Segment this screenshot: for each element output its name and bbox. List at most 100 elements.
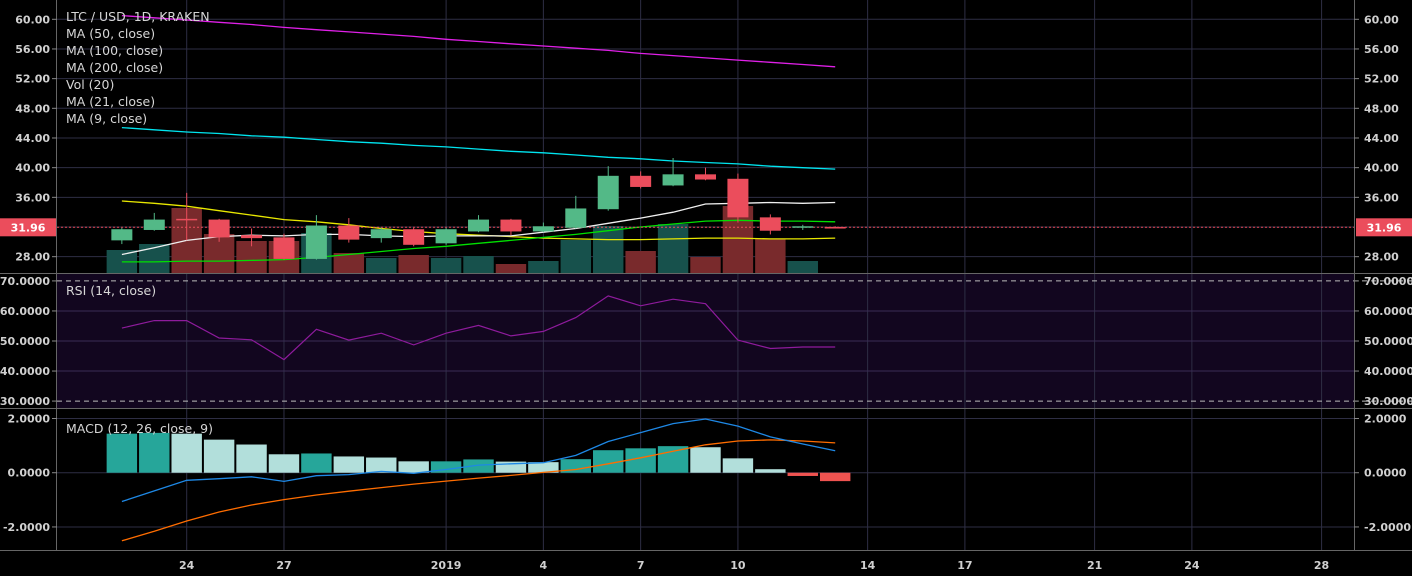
x-tick-label: 7: [637, 559, 645, 572]
macd-histogram-bar: [495, 461, 527, 473]
left-y-tick-label: 40.0000: [0, 365, 50, 378]
indicator-ma21[interactable]: MA (21, close): [66, 94, 156, 109]
candle-body[interactable]: [241, 235, 263, 239]
indicator-ma200[interactable]: MA (200, close): [66, 60, 164, 75]
macd-histogram-bar: [819, 472, 851, 482]
moving-average-line: [121, 200, 836, 241]
x-tick-label: 27: [276, 559, 291, 572]
candle-body[interactable]: [338, 225, 360, 240]
volume-bar: [139, 244, 170, 273]
x-tick-label: 2019: [431, 559, 462, 572]
indicator-ma100[interactable]: MA (100, close): [66, 43, 164, 58]
right-y-tick-label: 56.00: [1364, 43, 1399, 56]
candle-body[interactable]: [111, 229, 133, 241]
macd-histogram-bar: [301, 453, 332, 473]
right-y-tick-label: 40.0000: [1364, 365, 1412, 378]
left-y-tick-label: 36.00: [15, 191, 50, 204]
volume-bar: [430, 258, 462, 273]
candle-body[interactable]: [630, 175, 652, 187]
indicator-volume[interactable]: Vol (20): [66, 77, 115, 92]
right-y-tick-label: 28.00: [1364, 251, 1399, 264]
left-y-tick-label: 50.0000: [0, 335, 50, 348]
macd-histogram-bar: [171, 433, 202, 473]
candle-body[interactable]: [662, 174, 684, 186]
volume-bar: [560, 240, 592, 273]
candle-body[interactable]: [273, 237, 295, 259]
right-y-tick-label: 36.00: [1364, 191, 1399, 204]
right-y-tick-label: 52.00: [1364, 73, 1399, 86]
volume-bar: [333, 253, 365, 273]
left-y-tick-label: 30.0000: [0, 395, 50, 408]
indicator-ma9[interactable]: MA (9, close): [66, 111, 148, 126]
candle-body[interactable]: [208, 219, 230, 238]
macd-histogram-bar: [106, 433, 138, 473]
candle-body[interactable]: [435, 229, 457, 244]
candle-body[interactable]: [176, 218, 198, 221]
left-y-tick-label: 2.0000: [8, 412, 51, 425]
x-tick-label: 14: [860, 559, 876, 572]
right-y-tick-label: 50.0000: [1364, 335, 1412, 348]
left-y-tick-label: 56.00: [15, 43, 50, 56]
macd-legend[interactable]: MACD (12, 26, close, 9): [66, 421, 213, 436]
right-y-tick-label: 48.00: [1364, 102, 1399, 115]
x-tick-label: 28: [1314, 559, 1329, 572]
candle-body[interactable]: [759, 217, 781, 231]
left-y-tick-label: 28.00: [15, 251, 50, 264]
candle-body[interactable]: [143, 219, 165, 230]
candle-body[interactable]: [403, 229, 425, 245]
macd-histogram-bar: [139, 432, 170, 473]
candle-body[interactable]: [532, 226, 554, 232]
last-price-badge-left: [0, 218, 56, 237]
candle-body[interactable]: [695, 174, 716, 180]
left-y-tick-label: -2.0000: [3, 521, 50, 534]
macd-signal-line: [121, 439, 836, 542]
macd-histogram-bar: [398, 461, 429, 473]
macd-histogram-bar: [268, 454, 300, 473]
last-price-label-left: 31.96: [11, 221, 46, 234]
last-price-badge-right: [1356, 218, 1412, 237]
macd-histogram-bar: [657, 446, 689, 473]
volume-bar: [593, 226, 624, 273]
left-y-tick-label: 48.00: [15, 102, 50, 115]
candle-body[interactable]: [792, 226, 814, 228]
moving-average-line: [121, 219, 836, 263]
candle-body[interactable]: [824, 227, 846, 229]
macd-histogram-bar: [625, 448, 656, 473]
last-price-label-right: 31.96: [1367, 221, 1402, 234]
symbol-title[interactable]: LTC / USD, 1D, KRAKEN: [66, 9, 210, 24]
right-y-tick-label: 60.00: [1364, 13, 1399, 26]
right-y-tick-label: 2.0000: [1364, 412, 1407, 425]
volume-bar: [690, 257, 721, 273]
candle-body[interactable]: [597, 175, 619, 210]
macd-histogram-bar: [787, 472, 818, 476]
rsi-line: [121, 295, 836, 361]
macd-histogram-bar: [333, 456, 365, 473]
left-y-tick-label: 40.00: [15, 162, 50, 175]
candle-body[interactable]: [305, 225, 327, 259]
macd-histogram-bar: [690, 447, 721, 473]
rsi-legend[interactable]: RSI (14, close): [66, 283, 157, 298]
volume-bar: [366, 258, 397, 273]
candle-body[interactable]: [370, 229, 392, 239]
candle-body[interactable]: [500, 219, 522, 232]
macd-histogram-bar: [463, 459, 494, 473]
left-y-tick-label: 60.0000: [0, 305, 50, 318]
right-y-tick-label: 40.00: [1364, 162, 1399, 175]
indicator-ma50[interactable]: MA (50, close): [66, 26, 156, 41]
right-y-tick-label: -2.0000: [1364, 521, 1411, 534]
macd-histogram-bar: [722, 458, 754, 473]
volume-bar: [463, 256, 494, 273]
macd-line: [121, 418, 836, 503]
candle-body[interactable]: [468, 219, 490, 232]
volume-bar: [657, 224, 689, 273]
left-y-tick-label: 44.00: [15, 132, 50, 145]
macd-histogram-bar: [203, 439, 235, 473]
x-tick-label: 17: [957, 559, 972, 572]
candle-body[interactable]: [565, 208, 587, 228]
candle-body[interactable]: [727, 178, 749, 218]
volume-bar: [787, 261, 818, 273]
macd-histogram-bar: [560, 459, 592, 473]
volume-bar: [625, 251, 656, 273]
volume-bar: [495, 264, 527, 273]
